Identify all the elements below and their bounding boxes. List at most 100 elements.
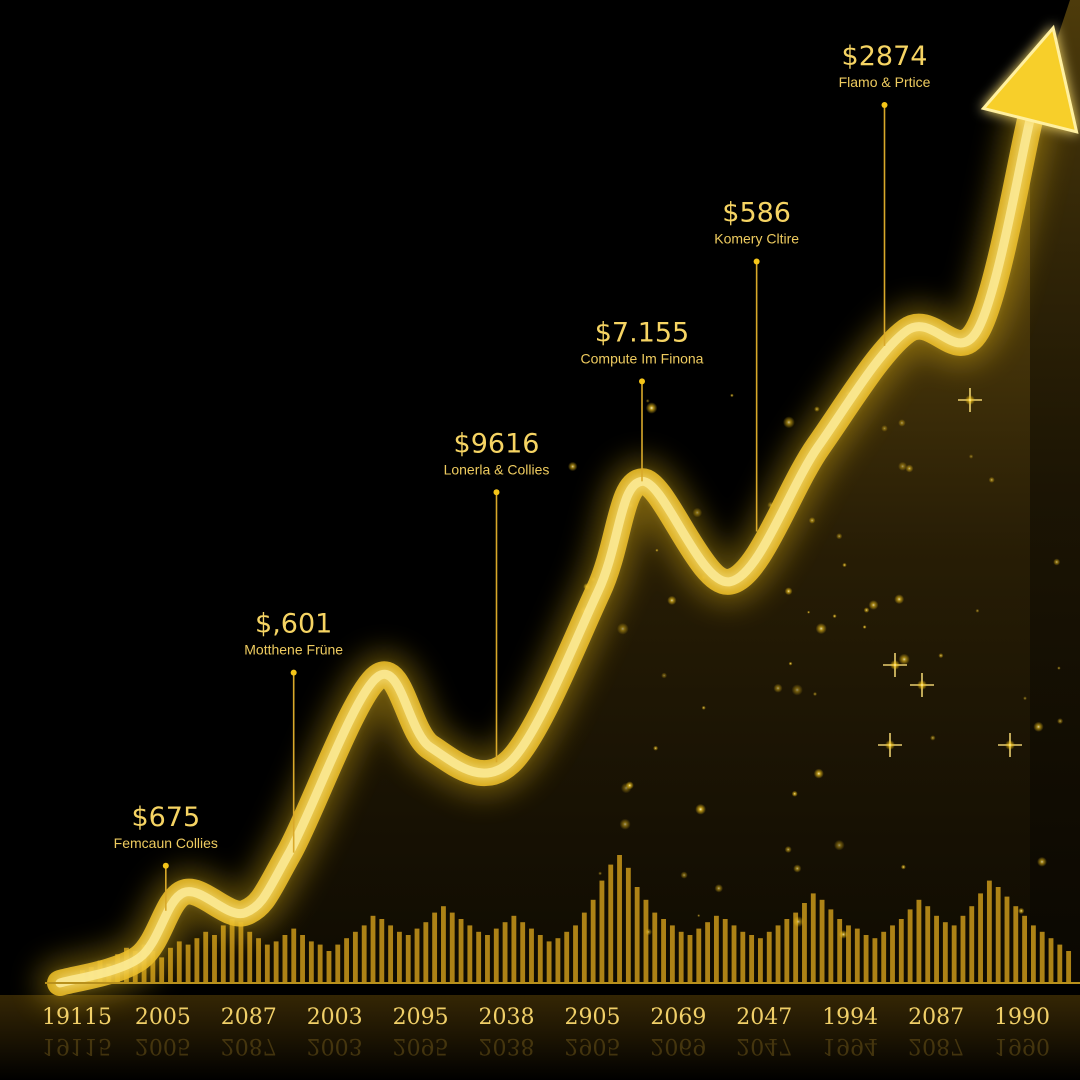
histogram-bar [925,906,931,983]
star-core [917,680,927,690]
star-core [890,660,900,670]
histogram-bar [863,935,869,983]
x-tick-reflection: 2038 [479,1033,535,1058]
histogram-bar [625,867,631,983]
annotation-value: $586 [722,198,791,229]
histogram-bar [916,899,922,983]
sparkle [667,595,677,606]
histogram-bar [335,944,341,983]
x-tick-label: 2069 [650,1005,706,1030]
sparkle [1057,718,1064,725]
histogram-bar [881,931,887,983]
sparkle [598,871,602,876]
x-tick-label: 2005 [135,1005,191,1030]
x-tick-reflection: 2095 [393,1033,449,1058]
histogram-bar [502,922,508,983]
histogram-bar [194,938,200,983]
area-layer [60,0,1080,984]
sparkle [1053,558,1061,566]
sparkle [625,781,634,790]
sparkle [930,735,936,741]
sparkle [898,419,906,427]
histogram-bar [1048,938,1054,983]
x-tick-reflection: 2087 [221,1033,277,1058]
annotation-label: Compute Im Finona [581,350,704,366]
sparkle [898,461,908,471]
line-highlight [55,115,1035,988]
histogram-bar [159,957,165,983]
sparkle [784,587,793,596]
sparkle [730,393,734,398]
histogram-bar [546,941,552,983]
histogram-bar [264,944,270,983]
histogram-bar [370,915,376,983]
sparkle [619,818,631,830]
line-layer [37,24,1079,1006]
histogram-bar [520,922,526,983]
annotation-dot [162,862,169,869]
histogram-bar [678,931,684,983]
x-tick-label: 2038 [479,1005,535,1030]
sparkle [881,425,888,432]
x-tick-reflection: 19115 [42,1033,112,1058]
histogram-bar [493,928,499,983]
sparkle [975,608,980,613]
sparkle [1057,666,1061,670]
annotation-dot [881,102,888,108]
histogram-bar [713,915,719,983]
histogram-bar [854,928,860,983]
histogram-bar [247,931,253,983]
histogram-bar [634,887,640,983]
histogram-bar [599,880,605,983]
annotation-label: Flamo & Prtice [839,74,931,90]
histogram-bar [731,925,737,983]
sparkle [1037,856,1047,867]
histogram-bar [898,919,904,983]
annotation-value: $,601 [255,609,332,640]
annotation-dot [290,669,297,676]
histogram-bar [581,912,587,983]
histogram-bar [978,893,983,983]
histogram-bar [476,931,482,983]
histogram-bar [273,941,279,983]
histogram-bar [942,922,948,983]
x-tick-reflection: 1994 [822,1033,878,1058]
histogram-bar [766,931,772,983]
annotation-label: Femcaun Collies [114,835,218,851]
histogram-bar [890,925,895,983]
star-core [1005,740,1015,750]
sparkle [807,610,811,614]
sparkle [645,402,658,414]
sparkle [788,661,793,666]
area-fill [60,120,1030,984]
x-tick-reflection: 1990 [994,1033,1050,1058]
sparkle [792,916,804,928]
histogram-bar [396,931,402,983]
sparkle [680,871,688,879]
x-axis-ticks: 19115 19115 2005 2005 2087 2087 2003 2003 2095 20… [42,1005,1050,1058]
x-tick-label: 2095 [393,1005,449,1030]
x-tick-label: 2905 [565,1005,621,1030]
sparkle [863,607,870,613]
sparkle [862,625,867,629]
histogram-bar [837,919,843,983]
x-tick-reflection: 2003 [307,1033,363,1058]
sparkle [905,464,914,473]
histogram-bar [361,925,367,983]
sparkle [813,768,824,779]
histogram-bar [379,919,385,983]
sparkle [813,692,817,696]
sparkle [988,476,995,483]
annotation-label: Komery Cltire [714,231,799,247]
histogram-bar [423,922,429,983]
sparkle [653,745,659,751]
sparkle [900,864,906,870]
histogram-bar [872,938,878,983]
x-tick-label: 2087 [221,1005,277,1030]
sparkle [617,623,629,635]
sparkle [815,623,827,635]
sparkle [1033,721,1044,732]
annotation-value: $2874 [842,41,928,72]
sparkle [1023,696,1027,701]
sparkle [793,864,802,873]
